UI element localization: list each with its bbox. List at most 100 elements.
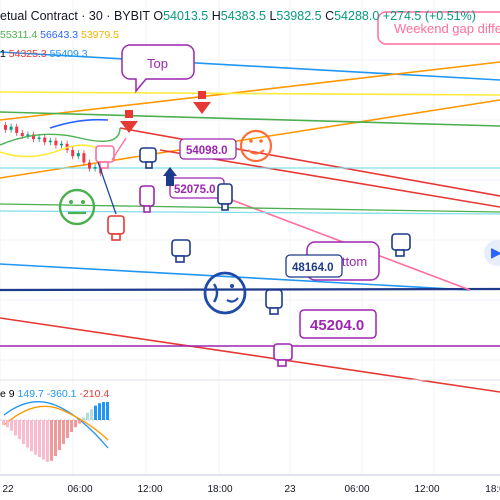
macd-bar bbox=[50, 420, 53, 461]
candle bbox=[37, 137, 41, 140]
price-box-48164[interactable] bbox=[285, 254, 343, 278]
macd-bar bbox=[70, 420, 73, 432]
price-label-52075: 52075.0 bbox=[174, 184, 216, 196]
macd-bar bbox=[54, 420, 57, 456]
x-tick-label: 18:00 bbox=[207, 484, 232, 495]
weekend-gap-label: Weekend gap diffe bbox=[394, 21, 500, 36]
macd-bar bbox=[78, 420, 81, 424]
trendline[interactable] bbox=[0, 203, 500, 213]
down-arrow-icon-2 bbox=[120, 110, 138, 133]
ma-value: 56643.3 bbox=[40, 29, 79, 41]
ma-value: 55311.4 bbox=[0, 29, 38, 41]
macd-bar bbox=[98, 403, 101, 420]
hand-pointer-icon[interactable] bbox=[391, 233, 411, 257]
hand-pointer-icon[interactable] bbox=[139, 185, 155, 213]
ohlc-high: 54383.5 bbox=[220, 9, 266, 23]
trendline[interactable] bbox=[0, 61, 500, 121]
hand-pointer-icon[interactable] bbox=[139, 147, 157, 169]
ma-prefix: 1 bbox=[0, 48, 6, 60]
price-label-45204: 45204.0 bbox=[310, 317, 364, 334]
macd-bar bbox=[94, 405, 97, 420]
macd-separator bbox=[0, 474, 500, 476]
macd-bar bbox=[18, 420, 21, 440]
ma-legend-row-2: 1 54325.3 55409.3 bbox=[0, 48, 88, 60]
x-axis: 22 06:00 12:00 18:00 23 06:00 12:00 18:0 bbox=[2, 484, 500, 495]
price-label-48164: 48164.0 bbox=[292, 262, 334, 274]
scroll-right-button[interactable]: ▶ bbox=[484, 240, 500, 266]
candle bbox=[26, 134, 30, 136]
trendline[interactable] bbox=[0, 51, 500, 81]
macd-pane bbox=[0, 379, 500, 476]
x-tick-label: 22 bbox=[2, 484, 14, 495]
trendline[interactable] bbox=[0, 210, 500, 215]
candle bbox=[4, 125, 7, 130]
hand-pointer-icon[interactable] bbox=[217, 183, 233, 211]
macd-bar bbox=[66, 420, 69, 438]
blue-drawn-arrow bbox=[97, 161, 117, 215]
ma-curve bbox=[0, 127, 121, 146]
macd-bar bbox=[2, 420, 5, 425]
candle bbox=[32, 134, 35, 140]
ohlc-close: 54288.0 bbox=[334, 9, 380, 23]
hand-pointer-icon[interactable] bbox=[273, 343, 293, 367]
macd-bar bbox=[106, 402, 109, 420]
macd-bar bbox=[58, 420, 61, 450]
macd-bar bbox=[14, 420, 17, 436]
candle bbox=[54, 140, 58, 146]
macd-bar bbox=[30, 420, 33, 452]
macd-bar bbox=[10, 420, 13, 431]
candle bbox=[82, 153, 86, 163]
candle bbox=[43, 137, 47, 143]
price-box-54098[interactable] bbox=[179, 138, 237, 160]
trendline[interactable] bbox=[0, 111, 500, 127]
up-arrow-icon bbox=[163, 167, 177, 186]
candle bbox=[48, 140, 52, 143]
trendline[interactable] bbox=[0, 91, 500, 96]
macd-prefix: e 9 bbox=[0, 388, 15, 400]
x-tick-label: 18:0 bbox=[485, 484, 500, 495]
trendline[interactable] bbox=[0, 317, 500, 393]
macd-legend: e 9 149.7 -360.1 -210.4 bbox=[0, 388, 109, 400]
top-callout[interactable] bbox=[121, 44, 195, 94]
ma-curve bbox=[0, 144, 111, 158]
neutral-face-icon[interactable] bbox=[58, 188, 96, 226]
ohlc-open: 54013.5 bbox=[163, 9, 209, 23]
x-tick-label: 12:00 bbox=[414, 484, 439, 495]
ohlc-low: 53982.5 bbox=[276, 9, 322, 23]
macd-value: -210.4 bbox=[79, 388, 110, 400]
macd-line bbox=[3, 401, 109, 449]
signal-line bbox=[3, 405, 109, 441]
candle bbox=[20, 132, 24, 136]
ma-value: 55409.3 bbox=[49, 48, 88, 60]
macd-bar bbox=[42, 420, 45, 460]
symbol-title: etual Contract · 30 · BYBIT bbox=[0, 9, 150, 23]
title-bar: etual Contract · 30 · BYBIT O54013.5 H54… bbox=[0, 9, 476, 23]
macd-bar bbox=[46, 420, 49, 462]
pink-drawn-arrow bbox=[111, 137, 127, 161]
smile-icon[interactable] bbox=[239, 129, 273, 163]
price-box-45204[interactable] bbox=[299, 309, 377, 339]
macd-bar bbox=[86, 412, 89, 420]
macd-bar bbox=[26, 420, 29, 448]
weekend-gap-box[interactable] bbox=[377, 11, 500, 45]
macd-bar bbox=[102, 402, 105, 420]
hand-pointer-icon[interactable] bbox=[265, 289, 283, 315]
trendline[interactable] bbox=[0, 99, 500, 179]
macd-bar bbox=[6, 420, 9, 428]
candle bbox=[76, 153, 80, 157]
moon-face-icon[interactable] bbox=[203, 271, 247, 315]
ma-value: 54325.3 bbox=[8, 48, 47, 60]
top-label: Top bbox=[147, 56, 168, 71]
trendline[interactable] bbox=[0, 287, 500, 292]
macd-bar bbox=[82, 417, 85, 420]
hand-pointer-icon[interactable] bbox=[95, 145, 115, 169]
ohlc-change: +274.5 (+0.51%) bbox=[382, 9, 476, 23]
ohlc-high-key: H bbox=[211, 9, 221, 23]
hand-pointer-icon[interactable] bbox=[107, 215, 125, 241]
price-label-54098: 54098.0 bbox=[186, 145, 228, 157]
hand-pointer-icon[interactable] bbox=[171, 239, 191, 263]
macd-bar bbox=[34, 420, 37, 455]
down-arrow-icon bbox=[193, 91, 211, 114]
trendline[interactable] bbox=[199, 187, 471, 291]
